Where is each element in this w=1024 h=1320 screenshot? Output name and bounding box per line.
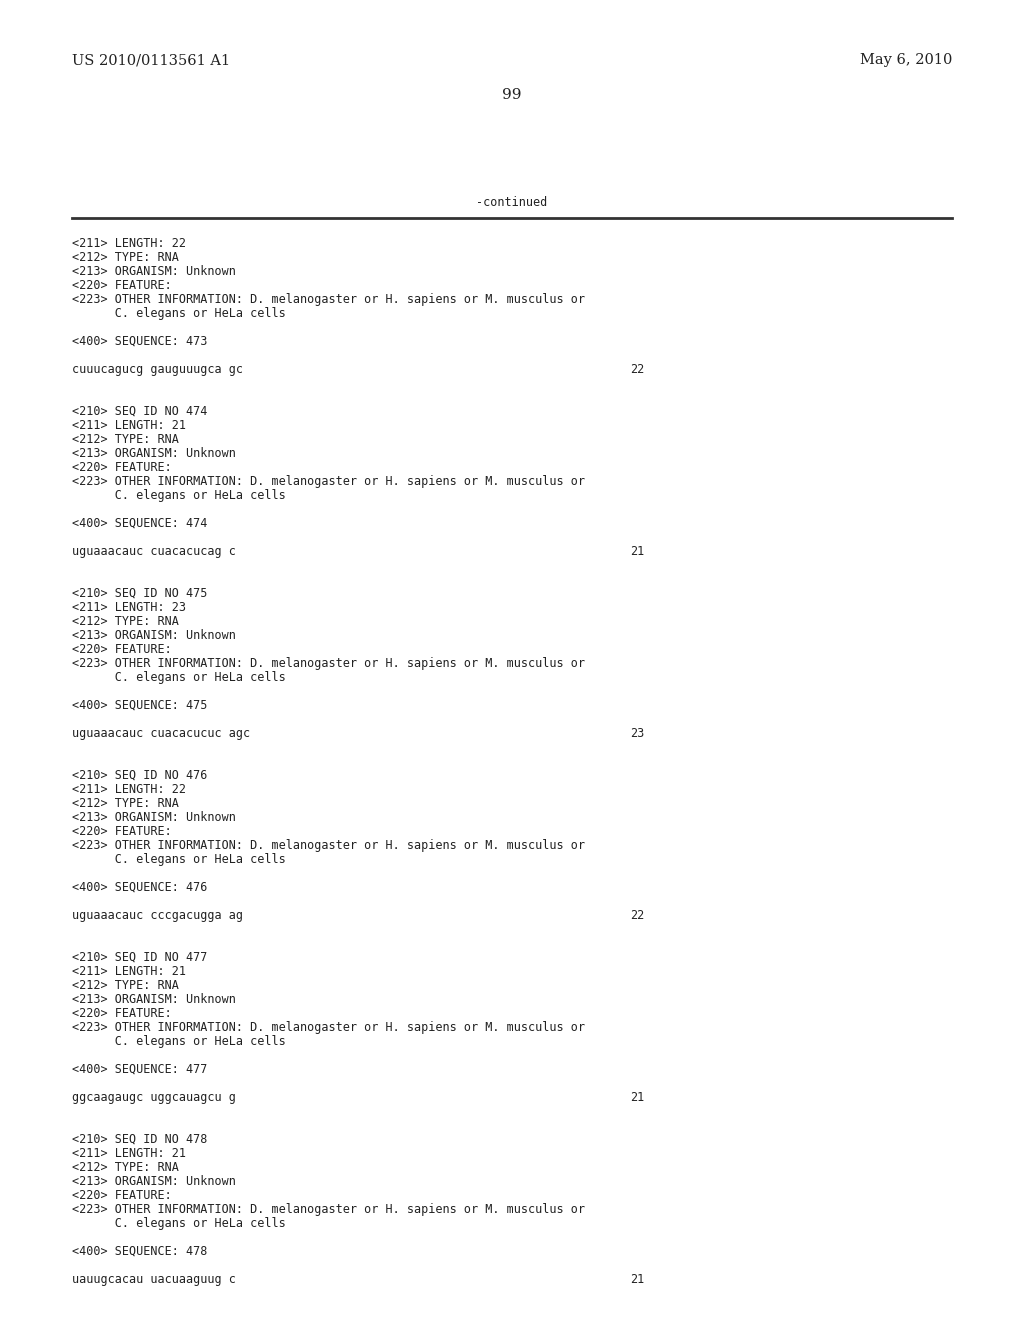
Text: <400> SEQUENCE: 476: <400> SEQUENCE: 476 <box>72 880 208 894</box>
Text: <212> TYPE: RNA: <212> TYPE: RNA <box>72 797 179 810</box>
Text: 22: 22 <box>630 363 644 376</box>
Text: uguaaacauc cuacacucag c: uguaaacauc cuacacucag c <box>72 545 236 558</box>
Text: <212> TYPE: RNA: <212> TYPE: RNA <box>72 615 179 628</box>
Text: <212> TYPE: RNA: <212> TYPE: RNA <box>72 1162 179 1173</box>
Text: C. elegans or HeLa cells: C. elegans or HeLa cells <box>72 853 286 866</box>
Text: <213> ORGANISM: Unknown: <213> ORGANISM: Unknown <box>72 810 236 824</box>
Text: <223> OTHER INFORMATION: D. melanogaster or H. sapiens or M. musculus or: <223> OTHER INFORMATION: D. melanogaster… <box>72 657 585 671</box>
Text: <210> SEQ ID NO 474: <210> SEQ ID NO 474 <box>72 405 208 418</box>
Text: uauugcacau uacuaaguug c: uauugcacau uacuaaguug c <box>72 1272 236 1286</box>
Text: <223> OTHER INFORMATION: D. melanogaster or H. sapiens or M. musculus or: <223> OTHER INFORMATION: D. melanogaster… <box>72 475 585 488</box>
Text: May 6, 2010: May 6, 2010 <box>859 53 952 67</box>
Text: US 2010/0113561 A1: US 2010/0113561 A1 <box>72 53 230 67</box>
Text: <213> ORGANISM: Unknown: <213> ORGANISM: Unknown <box>72 993 236 1006</box>
Text: <211> LENGTH: 23: <211> LENGTH: 23 <box>72 601 186 614</box>
Text: <211> LENGTH: 21: <211> LENGTH: 21 <box>72 1147 186 1160</box>
Text: 22: 22 <box>630 909 644 921</box>
Text: C. elegans or HeLa cells: C. elegans or HeLa cells <box>72 308 286 319</box>
Text: <211> LENGTH: 22: <211> LENGTH: 22 <box>72 783 186 796</box>
Text: <220> FEATURE:: <220> FEATURE: <box>72 461 172 474</box>
Text: C. elegans or HeLa cells: C. elegans or HeLa cells <box>72 488 286 502</box>
Text: <210> SEQ ID NO 476: <210> SEQ ID NO 476 <box>72 770 208 781</box>
Text: <400> SEQUENCE: 474: <400> SEQUENCE: 474 <box>72 517 208 531</box>
Text: <211> LENGTH: 21: <211> LENGTH: 21 <box>72 418 186 432</box>
Text: <213> ORGANISM: Unknown: <213> ORGANISM: Unknown <box>72 265 236 279</box>
Text: <212> TYPE: RNA: <212> TYPE: RNA <box>72 251 179 264</box>
Text: <400> SEQUENCE: 478: <400> SEQUENCE: 478 <box>72 1245 208 1258</box>
Text: <211> LENGTH: 21: <211> LENGTH: 21 <box>72 965 186 978</box>
Text: C. elegans or HeLa cells: C. elegans or HeLa cells <box>72 671 286 684</box>
Text: C. elegans or HeLa cells: C. elegans or HeLa cells <box>72 1035 286 1048</box>
Text: <400> SEQUENCE: 477: <400> SEQUENCE: 477 <box>72 1063 208 1076</box>
Text: <400> SEQUENCE: 475: <400> SEQUENCE: 475 <box>72 700 208 711</box>
Text: cuuucagucg gauguuugca gc: cuuucagucg gauguuugca gc <box>72 363 243 376</box>
Text: uguaaacauc cccgacugga ag: uguaaacauc cccgacugga ag <box>72 909 243 921</box>
Text: uguaaacauc cuacacucuc agc: uguaaacauc cuacacucuc agc <box>72 727 250 741</box>
Text: <213> ORGANISM: Unknown: <213> ORGANISM: Unknown <box>72 1175 236 1188</box>
Text: 99: 99 <box>502 88 522 102</box>
Text: <213> ORGANISM: Unknown: <213> ORGANISM: Unknown <box>72 447 236 459</box>
Text: 23: 23 <box>630 727 644 741</box>
Text: C. elegans or HeLa cells: C. elegans or HeLa cells <box>72 1217 286 1230</box>
Text: <210> SEQ ID NO 478: <210> SEQ ID NO 478 <box>72 1133 208 1146</box>
Text: <210> SEQ ID NO 475: <210> SEQ ID NO 475 <box>72 587 208 601</box>
Text: <212> TYPE: RNA: <212> TYPE: RNA <box>72 979 179 993</box>
Text: 21: 21 <box>630 545 644 558</box>
Text: <220> FEATURE:: <220> FEATURE: <box>72 279 172 292</box>
Text: <212> TYPE: RNA: <212> TYPE: RNA <box>72 433 179 446</box>
Text: <223> OTHER INFORMATION: D. melanogaster or H. sapiens or M. musculus or: <223> OTHER INFORMATION: D. melanogaster… <box>72 293 585 306</box>
Text: <210> SEQ ID NO 477: <210> SEQ ID NO 477 <box>72 950 208 964</box>
Text: ggcaagaugc uggcauagcu g: ggcaagaugc uggcauagcu g <box>72 1092 236 1104</box>
Text: <220> FEATURE:: <220> FEATURE: <box>72 1189 172 1203</box>
Text: 21: 21 <box>630 1092 644 1104</box>
Text: <400> SEQUENCE: 473: <400> SEQUENCE: 473 <box>72 335 208 348</box>
Text: <220> FEATURE:: <220> FEATURE: <box>72 825 172 838</box>
Text: <220> FEATURE:: <220> FEATURE: <box>72 643 172 656</box>
Text: <211> LENGTH: 22: <211> LENGTH: 22 <box>72 238 186 249</box>
Text: <220> FEATURE:: <220> FEATURE: <box>72 1007 172 1020</box>
Text: <223> OTHER INFORMATION: D. melanogaster or H. sapiens or M. musculus or: <223> OTHER INFORMATION: D. melanogaster… <box>72 1203 585 1216</box>
Text: <223> OTHER INFORMATION: D. melanogaster or H. sapiens or M. musculus or: <223> OTHER INFORMATION: D. melanogaster… <box>72 840 585 851</box>
Text: <213> ORGANISM: Unknown: <213> ORGANISM: Unknown <box>72 630 236 642</box>
Text: 21: 21 <box>630 1272 644 1286</box>
Text: <223> OTHER INFORMATION: D. melanogaster or H. sapiens or M. musculus or: <223> OTHER INFORMATION: D. melanogaster… <box>72 1020 585 1034</box>
Text: -continued: -continued <box>476 195 548 209</box>
